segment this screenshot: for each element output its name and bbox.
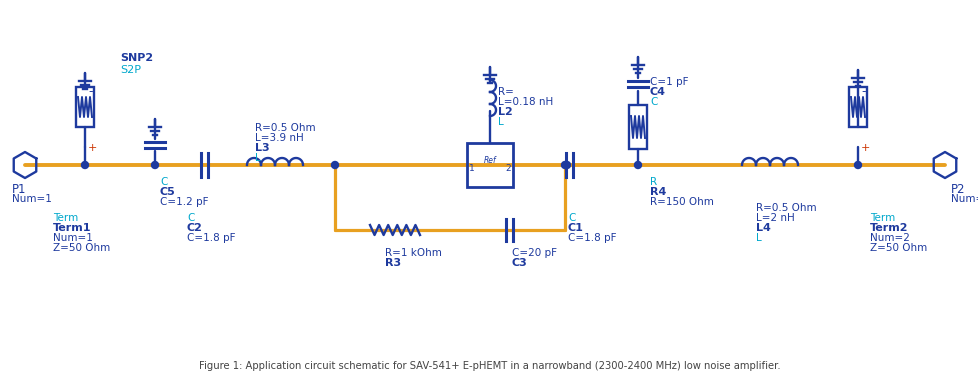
Text: C: C <box>159 177 167 187</box>
Text: 1: 1 <box>468 165 474 173</box>
Text: R: R <box>649 177 656 187</box>
Text: C4: C4 <box>649 87 665 97</box>
Text: P2: P2 <box>950 183 964 196</box>
Text: Num=1: Num=1 <box>12 194 52 204</box>
Text: Term1: Term1 <box>53 223 91 233</box>
Text: R=: R= <box>498 87 513 97</box>
Circle shape <box>332 162 338 168</box>
Text: C=1.8 pF: C=1.8 pF <box>187 233 236 243</box>
Bar <box>76 87 94 127</box>
Text: L4: L4 <box>755 223 770 233</box>
Text: R=0.5 Ohm: R=0.5 Ohm <box>254 123 315 133</box>
Text: L: L <box>254 153 260 163</box>
Text: Num=2: Num=2 <box>869 233 909 243</box>
Text: Term2: Term2 <box>869 223 908 233</box>
Text: Figure 1: Application circuit schematic for SAV-541+ E-pHEMT in a narrowband (23: Figure 1: Application circuit schematic … <box>199 361 779 371</box>
Text: C2: C2 <box>187 223 202 233</box>
Text: C3: C3 <box>511 258 527 268</box>
Text: C: C <box>649 97 656 107</box>
Text: Term: Term <box>869 213 894 223</box>
Bar <box>848 87 867 127</box>
Text: S2P: S2P <box>120 65 141 75</box>
Text: R4: R4 <box>649 187 666 197</box>
Bar <box>467 143 512 187</box>
Text: C5: C5 <box>159 187 176 197</box>
Text: C1: C1 <box>567 223 583 233</box>
Text: C: C <box>187 213 195 223</box>
Circle shape <box>634 162 641 168</box>
Circle shape <box>854 162 861 168</box>
Text: +: + <box>860 143 869 153</box>
Text: SNP2: SNP2 <box>120 53 153 63</box>
Text: L: L <box>755 233 761 243</box>
Text: L2: L2 <box>498 107 512 117</box>
Text: R=0.5 Ohm: R=0.5 Ohm <box>755 203 816 213</box>
Text: R=1 kOhm: R=1 kOhm <box>384 248 441 258</box>
Text: L3: L3 <box>254 143 269 153</box>
Text: -: - <box>88 85 92 98</box>
Text: P1: P1 <box>12 183 26 196</box>
Text: C=1 pF: C=1 pF <box>649 77 688 87</box>
Text: C=1.2 pF: C=1.2 pF <box>159 197 208 207</box>
Text: Z=50 Ohm: Z=50 Ohm <box>53 243 111 253</box>
Text: Z=50 Ohm: Z=50 Ohm <box>869 243 926 253</box>
Circle shape <box>81 162 88 168</box>
Circle shape <box>561 162 568 168</box>
Text: C: C <box>567 213 575 223</box>
Text: C=1.8 pF: C=1.8 pF <box>567 233 616 243</box>
Bar <box>628 105 646 149</box>
Text: 2: 2 <box>505 165 511 173</box>
Text: Term: Term <box>53 213 78 223</box>
Text: C=20 pF: C=20 pF <box>511 248 556 258</box>
Text: L=2 nH: L=2 nH <box>755 213 794 223</box>
Text: L=3.9 nH: L=3.9 nH <box>254 133 303 143</box>
Text: L=0.18 nH: L=0.18 nH <box>498 97 553 107</box>
Text: L: L <box>498 117 504 127</box>
Text: Num=2: Num=2 <box>950 194 978 204</box>
Text: -: - <box>860 85 865 98</box>
Text: R3: R3 <box>384 258 401 268</box>
Text: Ref: Ref <box>483 157 496 165</box>
Text: Num=1: Num=1 <box>53 233 93 243</box>
Circle shape <box>563 162 570 168</box>
Text: R=150 Ohm: R=150 Ohm <box>649 197 713 207</box>
Circle shape <box>152 162 158 168</box>
Text: +: + <box>88 143 97 153</box>
